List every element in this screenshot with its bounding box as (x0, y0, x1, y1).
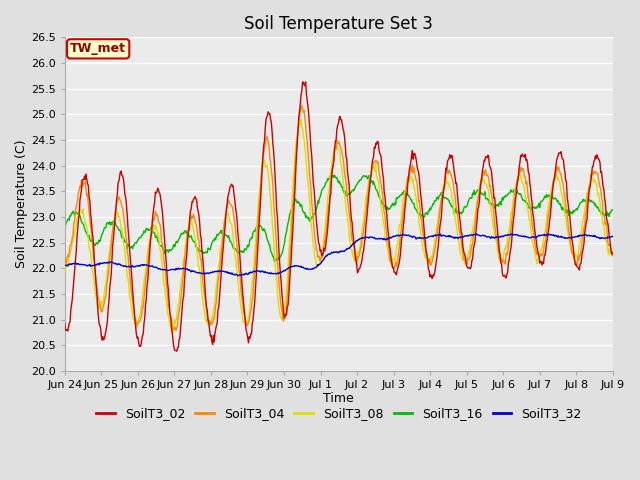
Legend: SoilT3_02, SoilT3_04, SoilT3_08, SoilT3_16, SoilT3_32: SoilT3_02, SoilT3_04, SoilT3_08, SoilT3_… (91, 402, 586, 425)
Y-axis label: Soil Temperature (C): Soil Temperature (C) (15, 140, 28, 268)
Title: Soil Temperature Set 3: Soil Temperature Set 3 (244, 15, 433, 33)
X-axis label: Time: Time (323, 392, 354, 405)
Text: TW_met: TW_met (70, 42, 126, 55)
